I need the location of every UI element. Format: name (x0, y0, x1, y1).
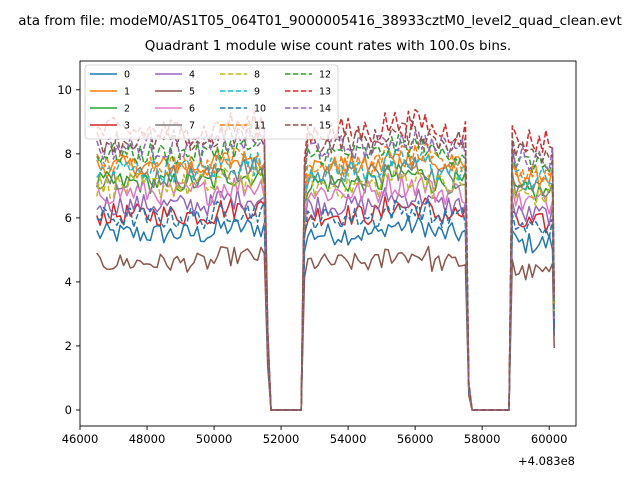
legend-label-3: 3 (124, 121, 130, 132)
legend-label-10: 10 (254, 104, 266, 115)
y-tick-label: 2 (65, 339, 72, 353)
legend-label-8: 8 (254, 70, 260, 81)
y-tick-label: 6 (65, 211, 72, 225)
legend-label-4: 4 (189, 70, 195, 81)
legend-label-1: 1 (124, 87, 130, 98)
x-tick-label: 50000 (196, 432, 233, 446)
y-tick-label: 4 (65, 275, 72, 289)
legend-label-12: 12 (319, 70, 331, 81)
plot-area: 46000 48000 50000 52000 54000 56000 58000 60000… (57, 60, 577, 446)
y-tick-label: 10 (57, 83, 72, 97)
y-tick-label: 8 (65, 147, 72, 161)
x-tick-label: 56000 (397, 432, 434, 446)
series-line-15 (96, 119, 555, 411)
series-line-0 (96, 214, 555, 411)
x-tick-label: 58000 (464, 432, 501, 446)
series-line-1 (96, 150, 555, 411)
legend-label-14: 14 (319, 104, 331, 115)
x-axis-offset-label: +4.083e8 (518, 454, 575, 468)
legend-label-11: 11 (254, 121, 266, 132)
chart-title: Quadrant 1 module wise count rates with … (145, 38, 511, 54)
legend-label-0: 0 (124, 70, 130, 81)
legend-label-15: 15 (319, 121, 331, 132)
series-line-4 (96, 187, 555, 411)
series-line-5 (96, 245, 555, 411)
x-tick-label: 54000 (330, 432, 367, 446)
axes-frame (79, 60, 577, 427)
series-lines (96, 108, 555, 411)
series-line-2 (96, 163, 555, 411)
legend-label-9: 9 (254, 87, 260, 98)
legend-box (84, 64, 339, 140)
x-tick-label: 46000 (62, 432, 99, 446)
legend-label-6: 6 (189, 104, 195, 115)
y-tick-label: 0 (65, 403, 72, 417)
figure-suptitle: ata from file: modeM0/AS1T05_064T01_9000… (18, 13, 622, 29)
x-tick-label: 52000 (263, 432, 300, 446)
legend-label-2: 2 (124, 104, 130, 115)
series-line-3 (96, 195, 555, 411)
x-tick-label: 48000 (129, 432, 166, 446)
x-tick-label: 60000 (531, 432, 568, 446)
legend-label-7: 7 (189, 121, 195, 132)
legend-label-13: 13 (319, 87, 331, 98)
legend-label-5: 5 (189, 87, 195, 98)
